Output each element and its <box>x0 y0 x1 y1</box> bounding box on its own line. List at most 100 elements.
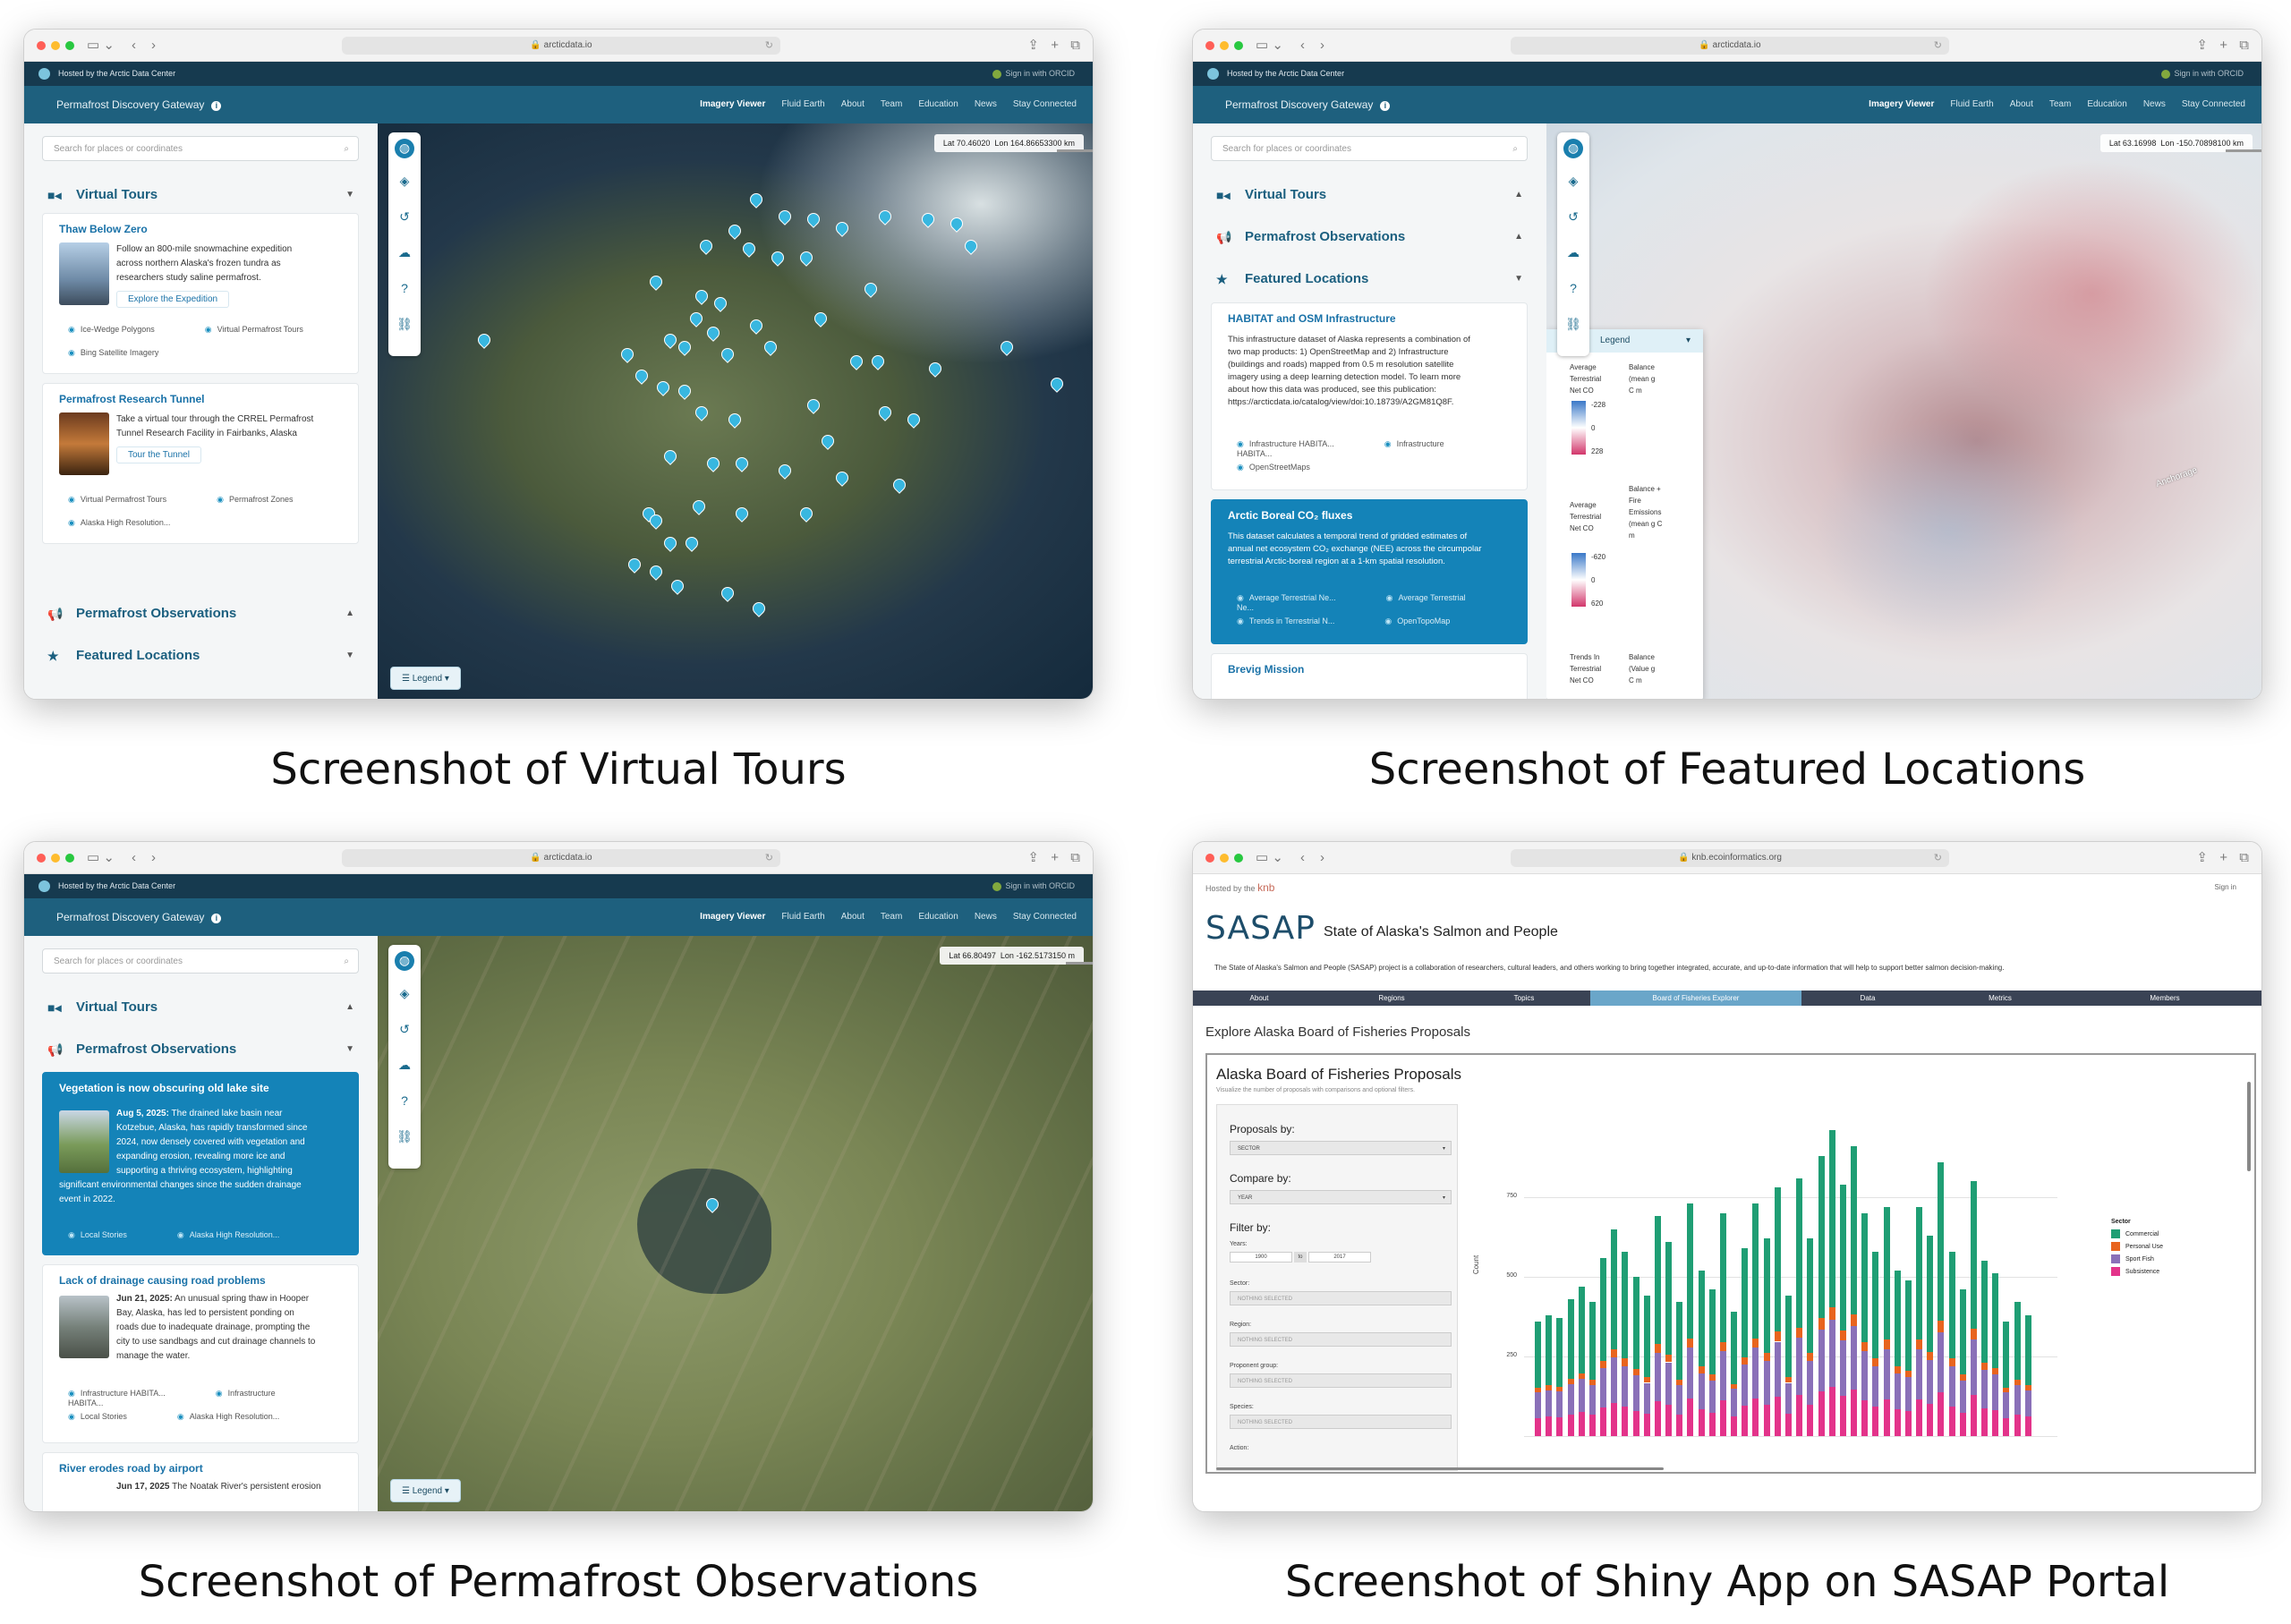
card-title[interactable]: Lack of drainage causing road problems <box>59 1274 266 1287</box>
bar[interactable] <box>1959 1289 1966 1436</box>
bar[interactable] <box>1861 1212 1869 1436</box>
bar[interactable] <box>1818 1155 1825 1436</box>
close-window-button[interactable] <box>1205 854 1214 863</box>
nav-imagery-viewer[interactable]: Imagery Viewer <box>1869 99 1935 109</box>
map-pin-icon[interactable] <box>671 580 682 592</box>
knb-logo[interactable]: knb <box>1257 881 1275 894</box>
map-pin-icon[interactable] <box>836 472 847 484</box>
nav-members[interactable]: Members <box>2150 994 2180 1002</box>
forward-icon[interactable]: › <box>151 38 156 53</box>
bar[interactable] <box>1742 1247 1749 1436</box>
bar[interactable] <box>1796 1178 1803 1436</box>
tag[interactable]: ◉ Infrastructure HABITA... <box>1237 439 1334 448</box>
forward-icon[interactable]: › <box>1320 850 1324 865</box>
globe-icon[interactable]: ◍ <box>395 139 414 158</box>
nav-about[interactable]: About <box>840 912 864 922</box>
map-pin-icon[interactable] <box>678 341 689 353</box>
map-pin-icon[interactable] <box>700 240 711 252</box>
legend-item-sport-fish[interactable]: Sport Fish <box>2111 1254 2163 1266</box>
search-input[interactable]: Search for places or coordinates ⌕ <box>42 136 359 161</box>
close-window-button[interactable] <box>1205 41 1214 50</box>
url-bar[interactable]: 🔒 arcticdata.io ↻ <box>1511 37 1949 55</box>
observation-card-selected[interactable]: Vegetation is now obscuring old lake sit… <box>42 1072 359 1255</box>
map-pin-icon[interactable] <box>743 242 754 255</box>
nav-fluid-earth[interactable]: Fluid Earth <box>781 912 825 922</box>
tabs-icon[interactable]: ⧉ <box>2239 38 2249 53</box>
nav-news[interactable]: News <box>974 912 997 922</box>
nav-stay-connected[interactable]: Stay Connected <box>1012 912 1077 922</box>
map-pin-icon[interactable] <box>822 435 832 447</box>
map-pin-icon[interactable] <box>800 251 811 264</box>
minimize-window-button[interactable] <box>51 41 60 50</box>
chevron-up-icon[interactable]: ▲ <box>1514 190 1523 200</box>
bar[interactable] <box>1676 1302 1683 1436</box>
map-pin-icon[interactable] <box>929 362 940 375</box>
chevron-down-icon[interactable]: ▼ <box>345 1044 354 1054</box>
tag[interactable]: ◉ Virtual Permafrost Tours <box>68 495 167 504</box>
year-to-input[interactable]: 2017 <box>1308 1252 1371 1263</box>
card-title[interactable]: Permafrost Research Tunnel <box>59 393 205 405</box>
map-pin-icon[interactable] <box>478 334 489 346</box>
location-card[interactable]: Brevig Mission <box>1211 653 1528 699</box>
bar[interactable] <box>1708 1289 1716 1436</box>
orcid-signin-link[interactable]: Sign in with ORCID <box>992 874 1075 898</box>
legend-item-personal-use[interactable]: Personal Use <box>2111 1241 2163 1254</box>
tag[interactable]: ◉ Alaska High Resolution... <box>176 1230 280 1239</box>
new-tab-icon[interactable]: + <box>1051 850 1059 865</box>
minimize-window-button[interactable] <box>51 854 60 863</box>
bar[interactable] <box>2014 1302 2021 1436</box>
layers-icon[interactable]: ◈ <box>399 986 410 1000</box>
map-pin-icon[interactable] <box>650 565 660 578</box>
explore-expedition-button[interactable]: Explore the Expedition <box>116 291 230 308</box>
bar[interactable] <box>1654 1216 1661 1436</box>
legend-item-commercial[interactable]: Commercial <box>2111 1229 2163 1241</box>
map-pin-icon[interactable] <box>695 406 706 419</box>
nav-team[interactable]: Team <box>880 99 903 109</box>
tag[interactable]: ◉ Average Terrestrial Ne... <box>1237 593 1466 612</box>
bar[interactable] <box>1839 1184 1846 1436</box>
back-icon[interactable]: ‹ <box>132 850 136 865</box>
tag[interactable]: ◉ Infrastructure HABITA... <box>68 1389 276 1407</box>
bar[interactable] <box>1731 1312 1738 1436</box>
map-pin-icon[interactable] <box>922 213 933 225</box>
tag[interactable]: ◉ Trends in Terrestrial N... <box>1237 616 1335 625</box>
bar[interactable] <box>1578 1286 1585 1436</box>
bar[interactable] <box>1535 1321 1541 1436</box>
card-title[interactable]: Arctic Boreal CO₂ fluxes <box>1228 509 1353 522</box>
map-pin-icon[interactable] <box>707 327 718 339</box>
globe-icon[interactable]: ◍ <box>395 951 414 971</box>
chevron-down-icon[interactable]: ▾ <box>1685 336 1691 345</box>
tag[interactable]: ◉ Alaska High Resolution... <box>68 518 171 527</box>
map-pin-icon[interactable] <box>779 210 789 223</box>
tag[interactable]: ◉ Ice-Wedge Polygons <box>68 325 155 334</box>
nav-education[interactable]: Education <box>2087 99 2127 109</box>
legend-button[interactable]: ☰ Legend ▾ <box>390 1479 461 1502</box>
bar[interactable] <box>2003 1321 2010 1436</box>
tag[interactable]: ◉ Alaska High Resolution... <box>176 1412 280 1421</box>
nav-about[interactable]: About <box>840 99 864 109</box>
url-bar[interactable]: 🔒 knb.ecoinformatics.org ↻ <box>1511 849 1949 867</box>
bar[interactable] <box>1588 1302 1596 1436</box>
tag[interactable]: ◉ Virtual Permafrost Tours <box>204 325 303 334</box>
section-virtual-tours[interactable]: ■◂ Virtual Tours ▲ <box>24 990 378 1025</box>
search-input[interactable]: Search for places or coordinates ⌕ <box>1211 136 1528 161</box>
url-bar[interactable]: 🔒 arcticdata.io ↻ <box>342 849 780 867</box>
bar[interactable] <box>1851 1146 1858 1436</box>
legend-item-subsistence[interactable]: Subsistence <box>2111 1266 2163 1279</box>
sasap-logo[interactable]: SASAP <box>1205 910 1316 947</box>
bar[interactable] <box>2024 1314 2031 1436</box>
chevron-up-icon[interactable]: ▲ <box>345 1002 354 1012</box>
back-icon[interactable]: ‹ <box>1300 38 1305 53</box>
bar[interactable] <box>1556 1318 1563 1436</box>
maximize-window-button[interactable] <box>65 854 74 863</box>
map-pin-icon[interactable] <box>664 537 675 549</box>
bar[interactable] <box>1687 1203 1694 1436</box>
map-pin-icon[interactable] <box>807 213 818 225</box>
map-pin-icon[interactable] <box>621 348 632 361</box>
map-pin-icon[interactable] <box>628 558 639 571</box>
map-pin-icon[interactable] <box>714 297 725 310</box>
bar[interactable] <box>1927 1235 1934 1436</box>
observation-card[interactable]: Lack of drainage causing road problems J… <box>42 1264 359 1443</box>
nav-board-of-fisheries-explorer[interactable]: Board of Fisheries Explorer <box>1590 991 1801 1006</box>
map-pin-icon[interactable] <box>750 319 761 332</box>
